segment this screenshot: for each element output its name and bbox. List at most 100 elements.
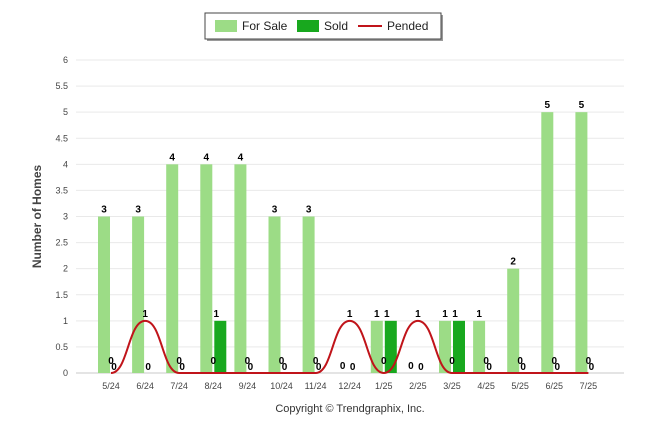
y-tick-label: 3.5 [55,185,68,195]
bar-for-sale [234,164,247,373]
data-label-for-sale: 1 [476,309,482,320]
y-axis-title: Number of Homes [30,165,44,269]
x-tick-label: 9/24 [239,381,257,391]
y-tick-label: 2.5 [55,238,68,248]
bar-for-sale [370,320,383,373]
bar-for-sale [575,112,588,374]
x-tick-label: 1/25 [375,381,393,391]
x-tick-label: 7/25 [580,381,598,391]
data-label-for-sale: 4 [169,152,175,163]
legend-box [204,12,442,40]
data-label-pended: 1 [347,309,353,320]
y-tick-label: 1.5 [55,290,68,300]
data-label-pended: 0 [517,356,523,367]
data-label-sold: 0 [418,362,424,373]
data-label-sold: 0 [248,362,254,373]
x-tick-label: 12/24 [338,381,361,391]
bar-sold [453,320,465,373]
x-tick-label: 8/24 [205,381,223,391]
data-label-pended: 0 [279,356,285,367]
data-label-pended: 0 [108,356,114,367]
y-tick-label: 3 [63,212,68,222]
x-tick-label: 10/24 [270,381,293,391]
data-label-for-sale: 1 [374,309,380,320]
x-tick-label: 11/24 [305,381,327,391]
bar-for-sale [302,216,315,373]
bar-for-sale [200,164,213,373]
y-tick-label: 0.5 [55,342,68,352]
data-label-for-sale: 1 [442,309,448,320]
x-tick-label: 5/25 [511,381,529,391]
data-label-pended: 0 [313,356,319,367]
data-label-pended: 0 [245,356,251,367]
legend-swatch-sold [297,20,319,32]
data-label-pended: 0 [483,356,489,367]
x-tick-label: 6/25 [546,381,564,391]
data-label-pended: 0 [211,356,217,367]
x-tick-label: 2/25 [409,381,427,391]
y-tick-label: 4.5 [55,133,68,143]
data-label-pended: 0 [449,356,455,367]
data-label-for-sale: 4 [204,152,210,163]
data-label-sold: 0 [555,362,561,373]
line-pended [110,319,589,375]
data-label-for-sale: 4 [238,152,244,163]
y-tick-label: 0 [63,368,68,378]
data-label-sold: 0 [316,362,322,373]
data-label-for-sale: 3 [306,205,312,216]
data-label-sold: 0 [520,362,526,373]
data-label-sold: 0 [486,362,492,373]
data-label-sold: 0 [282,362,288,373]
data-label-for-sale: 3 [101,205,107,216]
data-label-for-sale: 2 [510,257,516,268]
data-label-pended: 0 [586,356,592,367]
data-label-sold: 1 [384,309,390,320]
data-label-for-sale: 5 [545,100,551,111]
bar-for-sale [98,216,110,373]
y-tick-label: 5.5 [55,81,68,91]
data-label-sold: 0 [111,362,117,373]
data-label-pended: 1 [142,309,148,320]
x-tick-label: 5/24 [102,381,120,391]
data-label-pended: 0 [552,356,558,367]
data-label-sold: 0 [145,362,151,373]
data-label-pended: 0 [176,356,182,367]
y-tick-label: 2 [63,264,68,274]
x-tick-label: 4/25 [477,381,495,391]
y-tick-label: 6 [63,55,68,65]
bar-sold [384,320,397,373]
data-label-sold: 0 [350,362,356,373]
bar-for-sale [439,320,451,373]
x-tick-label: 7/24 [170,381,188,391]
x-tick-label: 3/25 [443,381,461,391]
data-label-sold: 1 [452,309,458,320]
y-tick-label: 4 [63,159,68,169]
bar-for-sale [507,268,520,373]
data-label-pended: 0 [381,356,387,367]
bar-for-sale [166,164,179,373]
bar-for-sale [541,112,554,374]
bar-for-sale [268,216,281,373]
data-label-sold: 0 [589,362,595,373]
y-tick-label: 1 [63,316,68,326]
data-label-for-sale: 3 [272,205,278,216]
legend-label-sold: Sold [324,19,348,33]
data-label-sold: 0 [179,362,185,373]
chart-footer: Copyright © Trendgraphix, Inc. [275,403,424,415]
data-label-for-sale: 5 [579,100,585,111]
legend-swatch-for-sale [215,20,237,32]
data-label-sold: 1 [214,309,220,320]
x-tick-label: 6/24 [136,381,154,391]
legend-label-pended: Pended [387,19,428,33]
bar-for-sale [132,216,145,373]
data-label-pended: 1 [415,309,421,320]
legend-label-for-sale: For Sale [242,19,288,33]
y-tick-label: 5 [63,107,68,117]
data-label-for-sale: 0 [408,361,414,372]
bar-for-sale [473,320,486,373]
data-label-for-sale: 3 [135,205,141,216]
bar-sold [214,320,227,373]
data-label-for-sale: 0 [340,361,346,372]
